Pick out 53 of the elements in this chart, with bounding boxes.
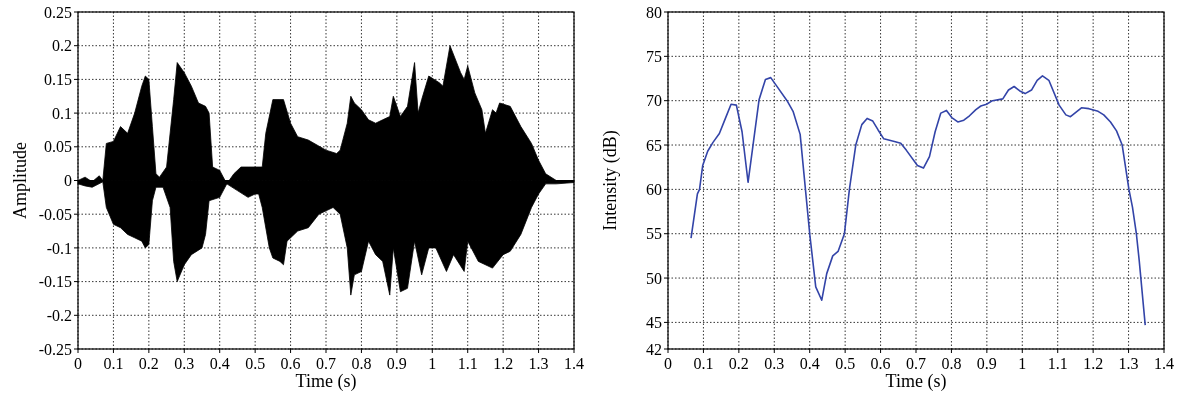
y-tick-label: -0.1 xyxy=(46,239,72,257)
y-axis-title: Intensity (dB) xyxy=(600,130,621,231)
y-tick-label: 75 xyxy=(646,47,662,65)
x-tick-label: 0.1 xyxy=(693,355,714,372)
y-axis-title: Amplitude xyxy=(10,142,30,219)
x-tick-label: 0.7 xyxy=(316,355,336,372)
x-tick-label: 0.6 xyxy=(280,355,301,372)
x-tick-label: 1.2 xyxy=(1083,355,1104,372)
x-tick-label: 0.2 xyxy=(728,355,749,372)
x-axis-title: Time (s) xyxy=(885,371,947,392)
line-series xyxy=(690,75,1147,326)
x-tick-label: 1.4 xyxy=(1154,355,1174,372)
y-tick-label: -0.2 xyxy=(46,306,72,324)
y-tick-label: 65 xyxy=(646,136,662,154)
y-tick-label: 80 xyxy=(646,3,662,21)
y-tick-label: 45 xyxy=(646,313,662,331)
x-tick-label: 0.3 xyxy=(174,355,195,372)
y-tick-label: 50 xyxy=(646,269,662,287)
x-tick-label: 1.1 xyxy=(1047,355,1068,372)
y-tick-label: 0.1 xyxy=(52,104,72,122)
x-tick-label: 0.6 xyxy=(870,355,891,372)
y-tick-label: 42 xyxy=(646,340,662,358)
y-tick-label: 0.25 xyxy=(44,3,72,21)
x-tick-label: 0.3 xyxy=(764,355,785,372)
y-tick-label: 70 xyxy=(646,92,662,110)
y-tick-label: 0.2 xyxy=(52,37,72,55)
y-tick-label: -0.05 xyxy=(38,205,72,223)
x-tick-label: 1.3 xyxy=(528,355,549,372)
x-tick-label: 1.4 xyxy=(564,355,584,372)
y-tick-label: 60 xyxy=(646,180,662,198)
x-tick-label: 1.1 xyxy=(457,355,478,372)
y-tick-label: -0.15 xyxy=(38,273,72,291)
x-tick-label: 1 xyxy=(1018,355,1027,372)
x-tick-label: 0.1 xyxy=(103,355,124,372)
x-tick-label: 1.3 xyxy=(1118,355,1139,372)
x-tick-label: 0.5 xyxy=(245,355,266,372)
x-axis-title: Time (s) xyxy=(295,371,357,392)
y-tick-label: 0 xyxy=(64,172,72,190)
x-tick-label: 1.2 xyxy=(493,355,514,372)
y-tick-label: 0.15 xyxy=(44,71,72,88)
x-tick-label: 0.9 xyxy=(386,355,407,372)
x-tick-label: 0.8 xyxy=(351,355,372,372)
x-tick-label: 0.8 xyxy=(941,355,962,372)
x-tick-label: 0.7 xyxy=(906,355,926,372)
x-tick-label: 0.4 xyxy=(799,355,820,372)
y-tick-label: 55 xyxy=(646,225,662,243)
x-tick-label: 0.9 xyxy=(976,355,997,372)
x-tick-label: 0.2 xyxy=(138,355,159,372)
x-tick-label: 0.5 xyxy=(835,355,856,372)
x-tick-label: 1 xyxy=(428,355,437,372)
y-tick-label: 0.05 xyxy=(44,138,72,156)
y-tick-label: -0.25 xyxy=(38,340,72,358)
x-tick-label: 0.4 xyxy=(209,355,230,372)
